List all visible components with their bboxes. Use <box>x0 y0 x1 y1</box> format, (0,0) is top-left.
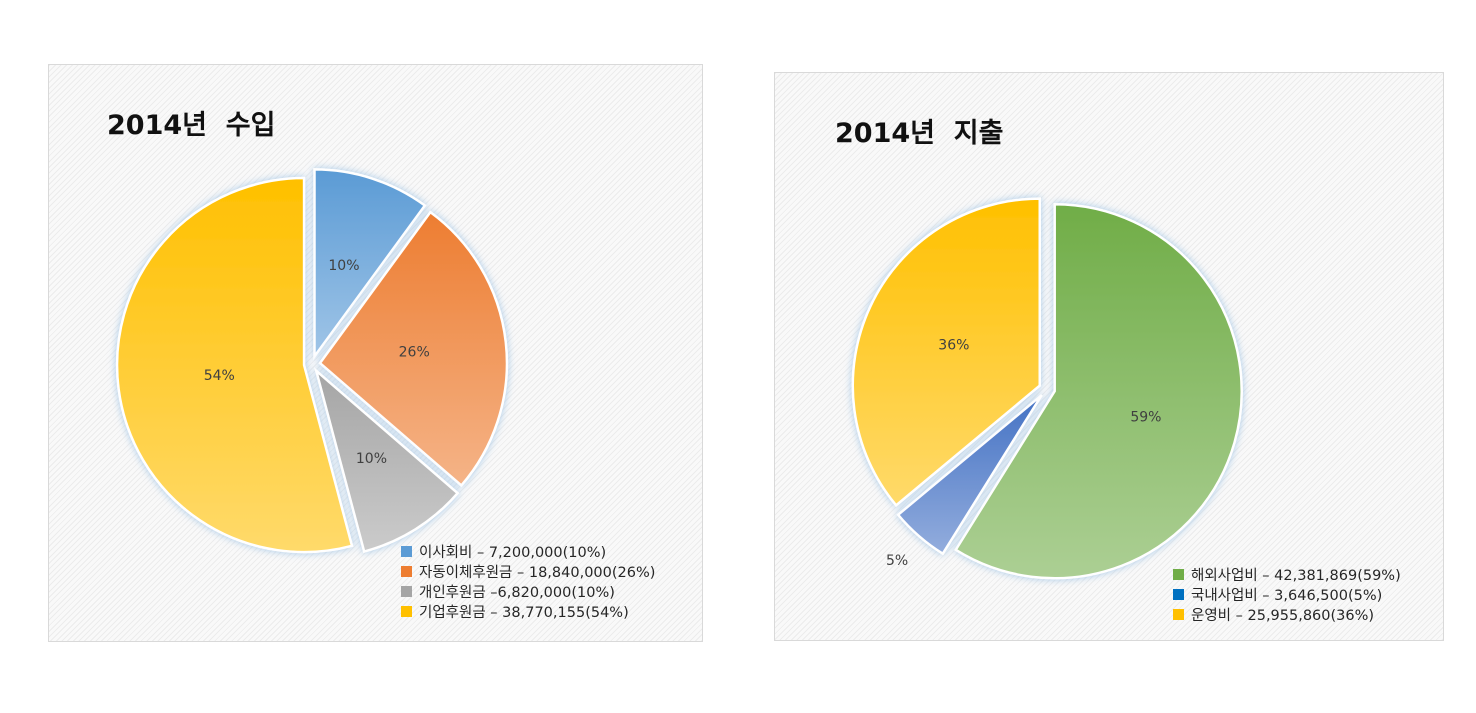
income-legend-item: 자동이체후원금 – 18,840,000(26%) <box>401 561 655 581</box>
income-legend: 이사회비 – 7,200,000(10%) 자동이체후원금 – 18,840,0… <box>401 541 655 621</box>
legend-swatch <box>401 585 412 597</box>
income-chart-title: 2014년 수입 <box>107 110 276 141</box>
income-pie-slice-1 <box>313 168 427 361</box>
income-pie-slice-4 <box>115 176 354 554</box>
expense-chart-panel: 2014년 지출 59% 5% 36% 해외사업비 – 42,381,869(59%… <box>774 72 1444 641</box>
legend-swatch <box>401 605 412 617</box>
income-legend-item: 개인후원금 –6,820,000(10%) <box>401 581 655 601</box>
income-legend-item: 이사회비 – 7,200,000(10%) <box>401 541 655 561</box>
expense-pie-slice-1 <box>953 202 1243 580</box>
income-legend-item: 기업후원금 – 38,770,155(54%) <box>401 601 655 621</box>
income-pie-slice-2 <box>318 210 509 488</box>
legend-swatch <box>401 545 412 557</box>
income-pie-slice-3 <box>313 367 460 554</box>
legend-label: 이사회비 – 7,200,000(10%) <box>419 544 607 561</box>
expense-chart-title: 2014년 지출 <box>835 118 1004 149</box>
expense-pie-chart: 59% 5% 36% <box>851 197 1243 580</box>
legend-label: 해외사업비 – 42,381,869(59%) <box>1191 567 1401 584</box>
legend-label: 운영비 – 25,955,860(36%) <box>1191 607 1375 624</box>
expense-legend-item: 해외사업비 – 42,381,869(59%) <box>1173 564 1401 584</box>
expense-pie-percent-label-2: 5% <box>886 553 908 569</box>
expense-pie-percent-label-1: 59% <box>1130 409 1161 425</box>
expense-legend: 해외사업비 – 42,381,869(59%) 국내사업비 – 3,646,50… <box>1173 564 1401 624</box>
income-pie-chart: 10% 26% 10% 54% <box>115 168 509 554</box>
expense-legend-item: 국내사업비 – 3,646,500(5%) <box>1173 584 1401 604</box>
legend-label: 개인후원금 –6,820,000(10%) <box>419 584 615 601</box>
legend-label: 기업후원금 – 38,770,155(54%) <box>419 604 629 621</box>
legend-swatch <box>1173 588 1184 600</box>
income-pie-percent-label-4: 54% <box>204 368 235 384</box>
expense-pie-slice-2 <box>896 394 1043 556</box>
legend-swatch <box>1173 608 1184 620</box>
legend-swatch <box>401 565 412 577</box>
income-pie-percent-label-3: 10% <box>356 451 387 467</box>
income-pie-percent-label-1: 10% <box>328 258 359 274</box>
income-pie-percent-label-2: 26% <box>399 344 430 360</box>
legend-label: 국내사업비 – 3,646,500(5%) <box>1191 587 1383 604</box>
legend-swatch <box>1173 568 1184 580</box>
expense-pie-percent-label-3: 36% <box>938 337 969 353</box>
income-chart-panel: 2014년 수입 10% 26% 10% 54% 이사회비 – 7,200,000(1… <box>48 64 703 642</box>
expense-pie-slice-3 <box>851 197 1042 508</box>
legend-label: 자동이체후원금 – 18,840,000(26%) <box>419 564 656 581</box>
expense-legend-item: 운영비 – 25,955,860(36%) <box>1173 604 1401 624</box>
